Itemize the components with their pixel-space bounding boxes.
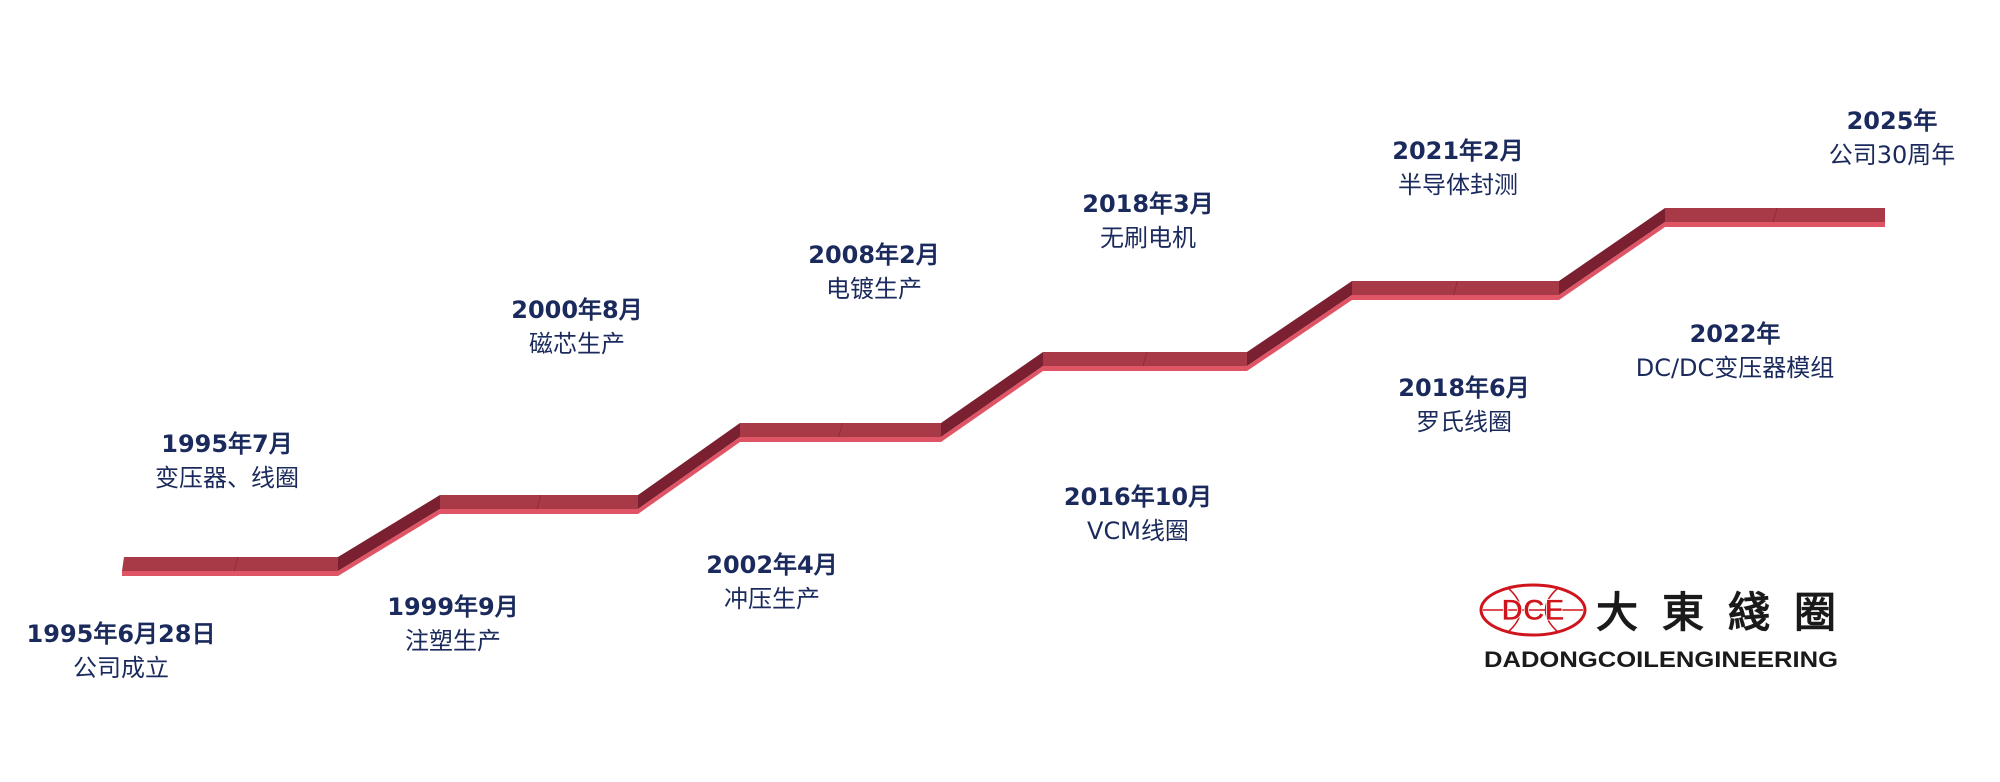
event-text: 公司成立 xyxy=(73,654,169,682)
event-date: 2018年3月 xyxy=(1082,190,1214,218)
dce-emblem: DCE xyxy=(1479,583,1587,637)
event-2022: 2022年 DC/DC变压器模组 xyxy=(1636,317,1835,385)
event-text: 罗氏线圈 xyxy=(1416,408,1512,436)
event-2002-04: 2002年4月 冲压生产 xyxy=(706,548,838,616)
event-2025: 2025年公司30周年 xyxy=(1829,104,1956,172)
event-text: VCM线圈 xyxy=(1087,517,1189,545)
ribbon-rise-edge xyxy=(1559,222,1665,300)
ribbon-flat-edge xyxy=(740,437,941,442)
event-text: 磁芯生产 xyxy=(529,330,625,358)
event-1999-09: 1999年9月 注塑生产 xyxy=(387,590,519,658)
event-1995-06: 1995年6月28日 公司成立 xyxy=(27,617,216,685)
event-date: 2016年10月 xyxy=(1063,483,1213,511)
event-date: 2025年 xyxy=(1846,107,1938,135)
ribbon-rise-edge xyxy=(1247,295,1352,371)
ribbon-flat-edge xyxy=(1665,222,1885,227)
event-text: 注塑生产 xyxy=(405,627,501,655)
event-2018-03: 2018年3月 无刷电机 xyxy=(1082,187,1214,255)
ribbon-rise-segment xyxy=(941,352,1043,437)
company-logo: DCE 大東綫圈 DADONGCOILENGINEERING xyxy=(1479,583,1838,672)
logo-english-name: DADONGCOILENGINEERING xyxy=(1484,647,1838,672)
ribbon-rise-edge xyxy=(338,509,440,576)
event-date: 1995年6月28日 xyxy=(26,620,216,648)
event-1995-07: 1995年7月 变压器、线圈 xyxy=(155,427,299,495)
ribbon-flat-segment xyxy=(122,557,338,571)
event-text: 电镀生产 xyxy=(826,275,922,303)
event-date: 2000年8月 xyxy=(511,296,643,324)
ribbon-rise-segment xyxy=(1559,208,1665,295)
ribbon-rise-edge xyxy=(638,437,740,514)
event-text: 冲压生产 xyxy=(724,585,820,613)
event-text: 半导体封测 xyxy=(1398,171,1518,199)
ribbon-seam xyxy=(1772,207,1778,223)
ribbon-seam xyxy=(233,556,239,572)
ribbon-seam xyxy=(1453,280,1458,296)
ribbon-rise-segment xyxy=(338,495,440,571)
event-date: 1995年7月 xyxy=(161,430,293,458)
event-2021-02: 2021年2月 半导体封测 xyxy=(1392,134,1524,202)
ribbon-flat-edge xyxy=(440,509,638,514)
logo-chinese-name: 大東綫圈 xyxy=(1596,588,1836,637)
event-text: DC/DC变压器模组 xyxy=(1635,354,1835,382)
ribbon-rise-edge xyxy=(941,366,1043,442)
event-2016-10: 2016年10月 VCM线圈 xyxy=(1064,480,1212,548)
event-date: 1999年9月 xyxy=(387,593,519,621)
ribbon-flat-edge xyxy=(122,571,338,576)
ribbon-seam xyxy=(1142,351,1148,367)
event-date: 2022年 xyxy=(1689,320,1781,348)
event-text: 公司30周年 xyxy=(1828,141,1956,169)
event-date: 2002年4月 xyxy=(706,551,838,579)
event-date: 2018年6月 xyxy=(1398,374,1530,402)
ribbon-flat-edge xyxy=(1352,295,1559,300)
event-2000-08: 2000年8月 磁芯生产 xyxy=(511,293,643,361)
ribbon-rise-segment xyxy=(638,423,740,509)
event-date: 2008年2月 xyxy=(808,241,940,269)
event-2008-02: 2008年2月 电镀生产 xyxy=(808,238,940,306)
event-text: 变压器、线圈 xyxy=(155,464,299,492)
event-date: 2021年2月 xyxy=(1392,137,1524,165)
ribbon-seam xyxy=(838,422,843,438)
ribbon-rise-segment xyxy=(1247,281,1352,366)
logo-mark-text: DCE xyxy=(1501,594,1564,627)
event-2018-06: 2018年6月 罗氏线圈 xyxy=(1398,371,1530,439)
event-text: 无刷电机 xyxy=(1100,224,1196,252)
ribbon-flat-edge xyxy=(1043,366,1247,371)
ribbon-seam xyxy=(536,494,542,510)
